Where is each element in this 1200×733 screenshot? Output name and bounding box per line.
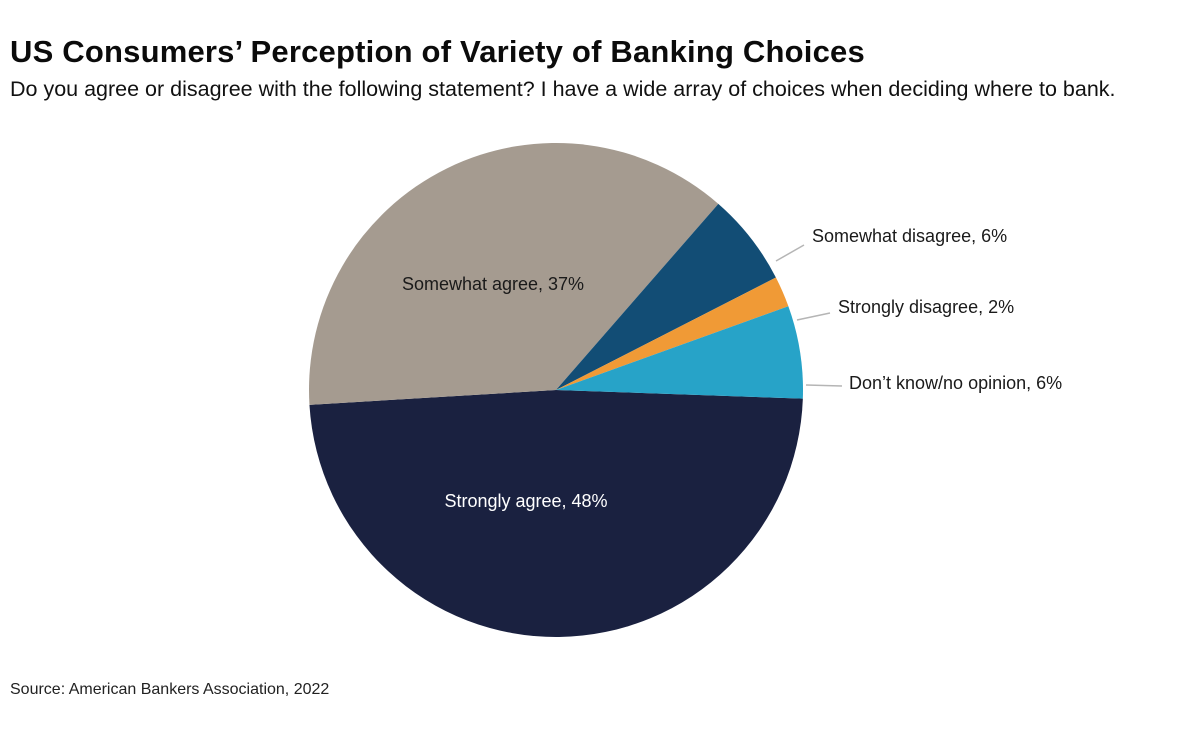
slice-label-strongly-disagree: Strongly disagree, 2%: [838, 297, 1014, 317]
leader-line-don-t-know-no-opinion: [805, 384, 843, 387]
pie-slice-strongly-agree: [309, 390, 803, 637]
pie-slice-somewhat-agree: [309, 142, 719, 405]
slice-label-don-t-know-no-opinion: Don’t know/no opinion, 6%: [849, 373, 1062, 393]
slice-label-somewhat-agree: Somewhat agree, 37%: [402, 274, 584, 294]
pie-slice-strongly-disagree: [556, 277, 789, 390]
pie-slice-don-t-know-no-opinion: [556, 306, 804, 399]
slice-label-strongly-agree: Strongly agree, 48%: [444, 491, 607, 511]
leader-line-somewhat-disagree: [775, 244, 805, 262]
chart-title: US Consumers’ Perception of Variety of B…: [10, 34, 865, 69]
pie-slice-somewhat-disagree: [556, 203, 776, 390]
chart-subtitle: Do you agree or disagree with the follow…: [10, 77, 1116, 101]
source-note: Source: American Bankers Association, 20…: [10, 681, 330, 698]
leader-line-strongly-disagree: [796, 312, 831, 321]
slice-label-somewhat-disagree: Somewhat disagree, 6%: [812, 226, 1007, 246]
